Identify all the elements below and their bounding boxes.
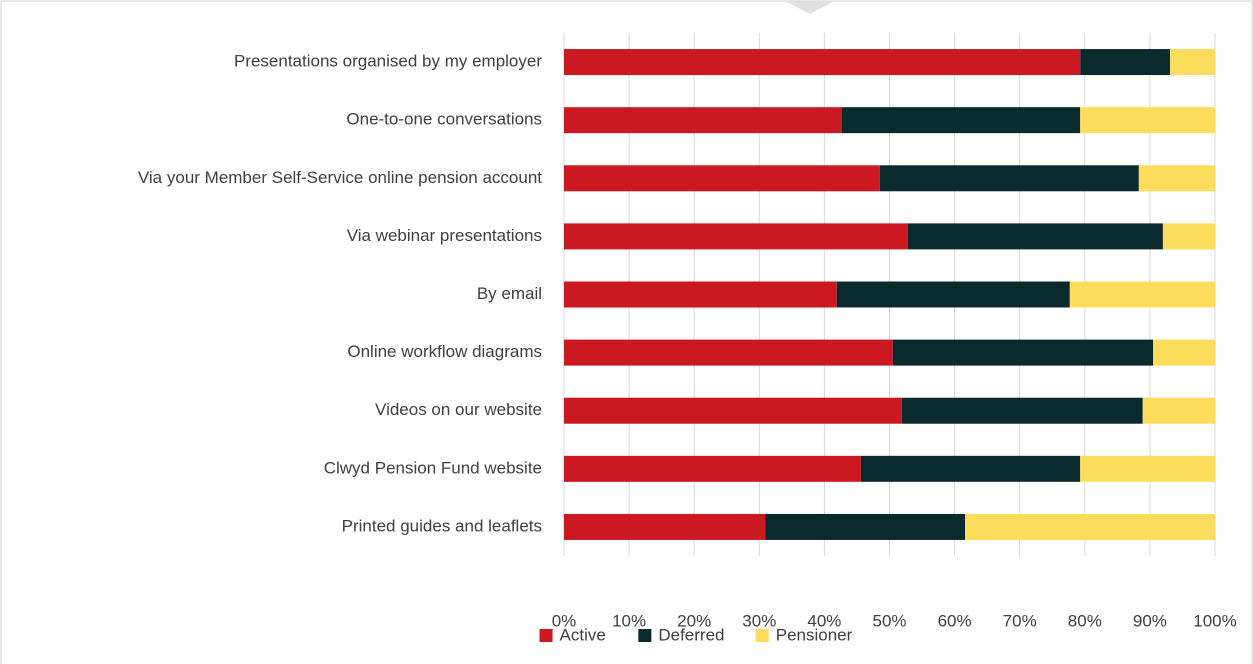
y-tick-label: Printed guides and leaflets bbox=[342, 516, 542, 535]
bar-segment bbox=[836, 281, 1070, 308]
y-tick-label: Via your Member Self-Service online pens… bbox=[138, 168, 542, 187]
bar-segment bbox=[564, 339, 893, 366]
y-tick-label: Via webinar presentations bbox=[347, 226, 542, 245]
x-tick-label: 100% bbox=[1193, 611, 1236, 630]
bar-segment bbox=[907, 223, 1163, 250]
bar-segment bbox=[901, 397, 1143, 424]
bar-segment bbox=[1142, 397, 1215, 424]
bar-segment bbox=[564, 397, 902, 424]
bar-segment bbox=[765, 513, 966, 540]
pointer bbox=[785, 1, 835, 14]
legend-label: Pensioner bbox=[776, 625, 853, 644]
legend-label: Active bbox=[560, 625, 606, 644]
bar-segment bbox=[564, 165, 880, 192]
x-tick-label: 10% bbox=[612, 611, 646, 630]
legend-label: Deferred bbox=[658, 625, 724, 644]
y-tick-label: Videos on our website bbox=[375, 400, 542, 419]
bar-segment bbox=[1080, 455, 1215, 482]
x-tick-label: 0% bbox=[552, 611, 577, 630]
bar-segment bbox=[1170, 49, 1215, 76]
x-tick-label: 60% bbox=[938, 611, 972, 630]
legend-swatch bbox=[755, 629, 769, 642]
bar-segment bbox=[564, 281, 837, 308]
bar-segment bbox=[564, 223, 908, 250]
x-tick-label: 20% bbox=[677, 611, 711, 630]
bar-segment bbox=[1080, 49, 1171, 76]
bar-segment bbox=[860, 455, 1081, 482]
y-tick-label: Presentations organised by my employer bbox=[234, 52, 542, 71]
x-tick-label: 80% bbox=[1068, 611, 1102, 630]
x-tick-label: 90% bbox=[1133, 611, 1167, 630]
bar-segment bbox=[1069, 281, 1215, 308]
y-tick-label: Online workflow diagrams bbox=[347, 342, 542, 361]
y-tick-label: One-to-one conversations bbox=[346, 110, 542, 129]
x-tick-label: 70% bbox=[1003, 611, 1037, 630]
bar-segment bbox=[564, 49, 1081, 76]
legend-swatch bbox=[539, 629, 553, 642]
bar-segment bbox=[841, 107, 1081, 134]
bar-segment bbox=[1138, 165, 1215, 192]
bar-segment bbox=[965, 513, 1215, 540]
x-tick-label: 50% bbox=[872, 611, 906, 630]
bar-segment bbox=[1153, 339, 1215, 366]
bar-segment bbox=[1080, 107, 1215, 134]
bar-segment bbox=[1162, 223, 1215, 250]
x-tick-label: 30% bbox=[742, 611, 776, 630]
bar-segment bbox=[879, 165, 1139, 192]
y-tick-label: Clwyd Pension Fund website bbox=[324, 458, 542, 477]
legend-swatch bbox=[638, 629, 652, 642]
bar-segment bbox=[892, 339, 1154, 366]
bar-segment bbox=[564, 513, 766, 540]
y-tick-label: By email bbox=[477, 284, 542, 303]
x-tick-label: 40% bbox=[807, 611, 841, 630]
bar-segment bbox=[564, 455, 861, 482]
bar-segment bbox=[564, 107, 842, 134]
